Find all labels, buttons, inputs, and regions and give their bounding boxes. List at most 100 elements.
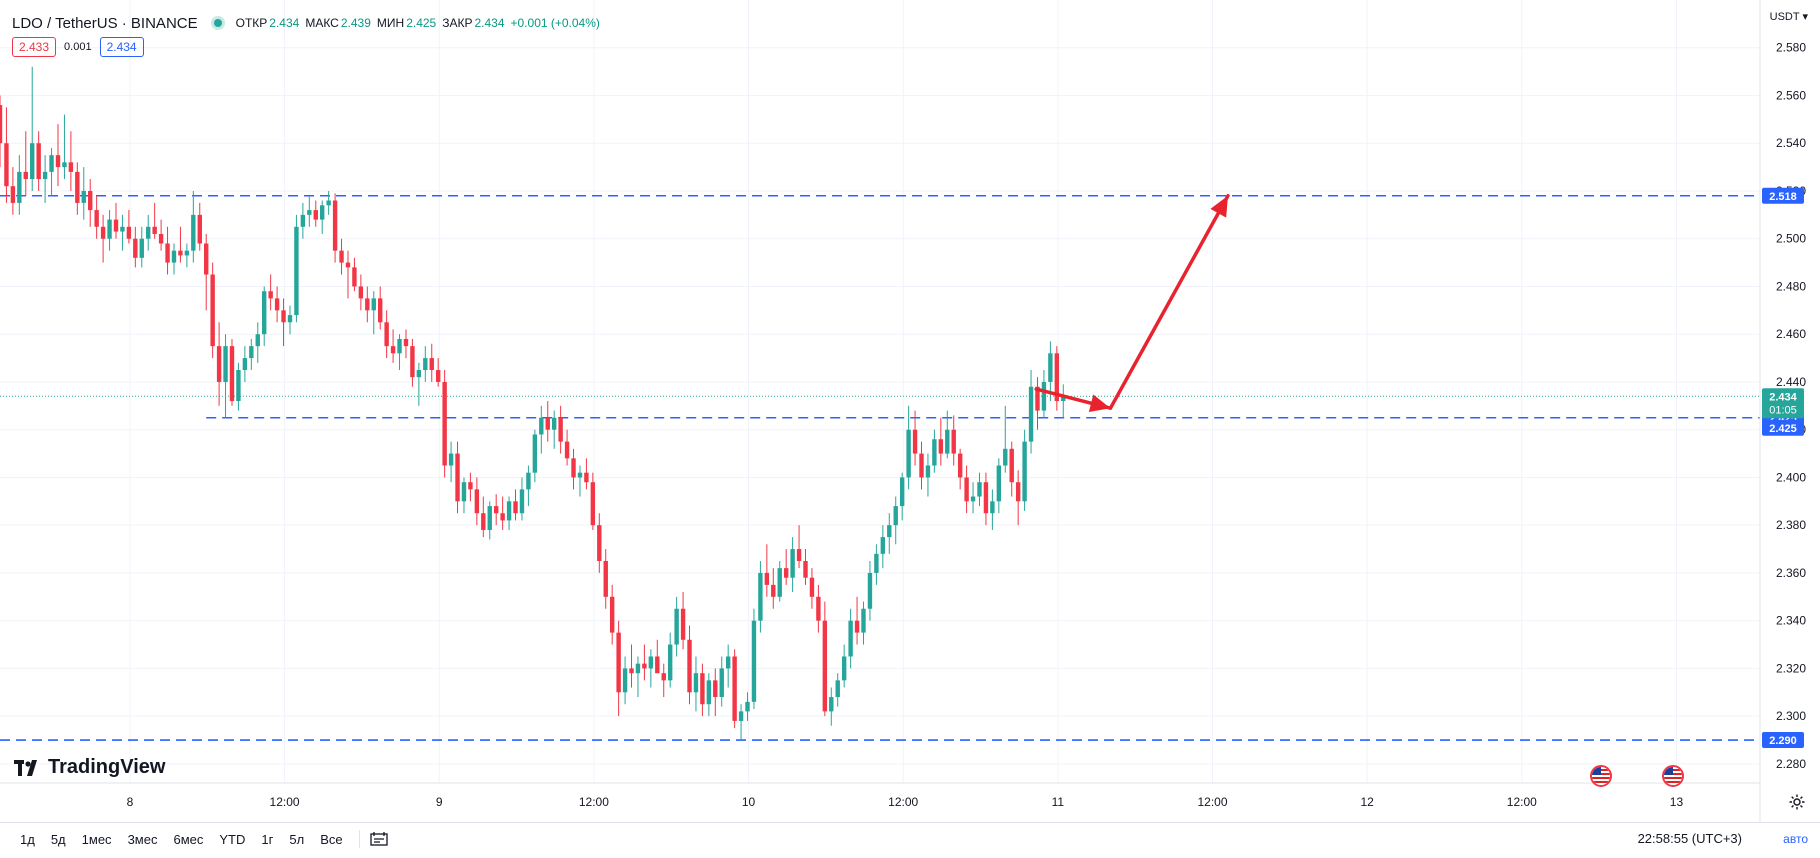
currency-label: USDT — [1769, 11, 1800, 23]
candle-up — [777, 568, 782, 597]
candle-down — [113, 219, 119, 232]
candle-down — [332, 200, 338, 251]
price-tick-label: 2.300 — [1776, 709, 1806, 723]
candle-down — [94, 210, 99, 227]
candle-down — [655, 656, 660, 674]
candle-down — [197, 214, 202, 244]
candle-down — [816, 596, 821, 621]
candle-down — [700, 673, 705, 705]
clock-timezone[interactable]: 22:58:55 (UTC+3) — [1637, 831, 1742, 846]
candle-up — [751, 620, 757, 702]
candle-up — [506, 501, 512, 521]
us-flag-event-icon[interactable] — [1590, 765, 1612, 787]
candle-up — [62, 162, 67, 168]
candle-up — [977, 482, 982, 497]
range-1d-button[interactable]: 1д — [20, 831, 35, 847]
candle-down — [687, 639, 692, 693]
range-1y-button[interactable]: 1г — [261, 831, 274, 847]
spread-value: 0.001 — [64, 41, 92, 53]
candle-up — [107, 219, 112, 239]
candle-down — [23, 171, 28, 180]
candle-down — [783, 568, 789, 578]
last-price-label: 2.434 — [1769, 391, 1797, 403]
range-ytd-button[interactable]: YTD — [219, 831, 246, 847]
candle-down — [158, 233, 164, 244]
trade-buttons: 2.433 0.001 2.434 — [12, 37, 144, 57]
buy-button[interactable]: 2.434 — [99, 37, 144, 57]
candle-down — [590, 482, 596, 526]
range-5y-button[interactable]: 5л — [289, 831, 305, 847]
candle-up — [294, 226, 299, 316]
candle-down — [358, 286, 364, 299]
candle-down — [126, 226, 132, 239]
candle-down — [442, 381, 447, 466]
high-value: 2.439 — [340, 16, 371, 30]
arrow-head — [1088, 394, 1111, 412]
candle-up — [990, 501, 995, 514]
candle-up — [1003, 448, 1008, 466]
candle-down — [1035, 386, 1040, 411]
price-tick-label: 2.380 — [1776, 518, 1806, 532]
close-label: ЗАКР — [442, 16, 473, 30]
gear-icon[interactable] — [1788, 793, 1806, 811]
us-flag-event-icon[interactable] — [1662, 765, 1684, 787]
candle-down — [481, 513, 486, 530]
candle-up — [706, 680, 712, 705]
price-tick-label: 2.540 — [1776, 136, 1806, 150]
candle-down — [564, 441, 570, 459]
range-5d-button[interactable]: 5д — [50, 831, 66, 847]
candle-down — [938, 439, 944, 454]
range-6m-button[interactable]: 6мес — [173, 831, 204, 847]
sell-button[interactable]: 2.433 — [12, 37, 57, 57]
range-1m-button[interactable]: 1мес — [81, 831, 112, 847]
candle-down — [36, 143, 41, 180]
candle-down — [410, 346, 415, 378]
currency-selector[interactable]: USDT ▾ — [1770, 10, 1808, 23]
candle-down — [178, 250, 183, 256]
symbol-title[interactable]: LDO / TetherUS · BINANCE — [12, 14, 198, 32]
candle-down — [809, 577, 815, 597]
time-tick-label: 12:00 — [888, 795, 918, 809]
price-tick-label: 2.580 — [1776, 41, 1806, 55]
candle-down — [545, 417, 550, 430]
candle-up — [1041, 381, 1047, 411]
candle-down — [713, 680, 718, 698]
candle-up — [416, 370, 422, 378]
range-3m-button[interactable]: 3мес — [127, 831, 158, 847]
candle-up — [223, 346, 228, 382]
time-tick-label: 12:00 — [270, 795, 300, 809]
candle-down — [603, 560, 608, 597]
candle-down — [616, 632, 621, 693]
ohlc-legend: ОТКР 2.434 МАКС 2.439 МИН 2.425 ЗАКР 2.434 +… — [236, 16, 604, 30]
candle-up — [899, 477, 905, 507]
candle-up — [1028, 386, 1034, 442]
candle-down — [957, 453, 963, 478]
candle-down — [513, 501, 518, 514]
candle-down — [352, 267, 357, 287]
candle-up — [758, 572, 763, 621]
arrow-line — [1108, 194, 1230, 410]
candle-up — [906, 429, 911, 478]
date-range-icon[interactable] — [369, 832, 388, 846]
candle-up — [945, 429, 950, 454]
candle-down — [204, 243, 209, 275]
candle-up — [242, 358, 248, 371]
candle-down — [964, 477, 969, 502]
candle-down — [983, 482, 989, 514]
candle-up — [287, 315, 293, 323]
candle-up — [996, 465, 1002, 502]
time-tick-label: 13 — [1670, 795, 1684, 809]
price-tick-label: 2.340 — [1776, 614, 1806, 628]
candle-down — [152, 226, 157, 234]
candle-up — [874, 553, 879, 573]
candle-up — [326, 200, 331, 206]
candle-down — [88, 190, 93, 211]
range-all-button[interactable]: Все — [320, 831, 343, 847]
candle-up — [648, 656, 654, 669]
auto-scale-button[interactable]: авто — [1783, 832, 1808, 846]
candle-up — [81, 190, 86, 203]
price-tick-label: 2.320 — [1776, 661, 1806, 675]
candle-up — [887, 525, 892, 538]
level-price-label: 2.425 — [1769, 423, 1797, 435]
